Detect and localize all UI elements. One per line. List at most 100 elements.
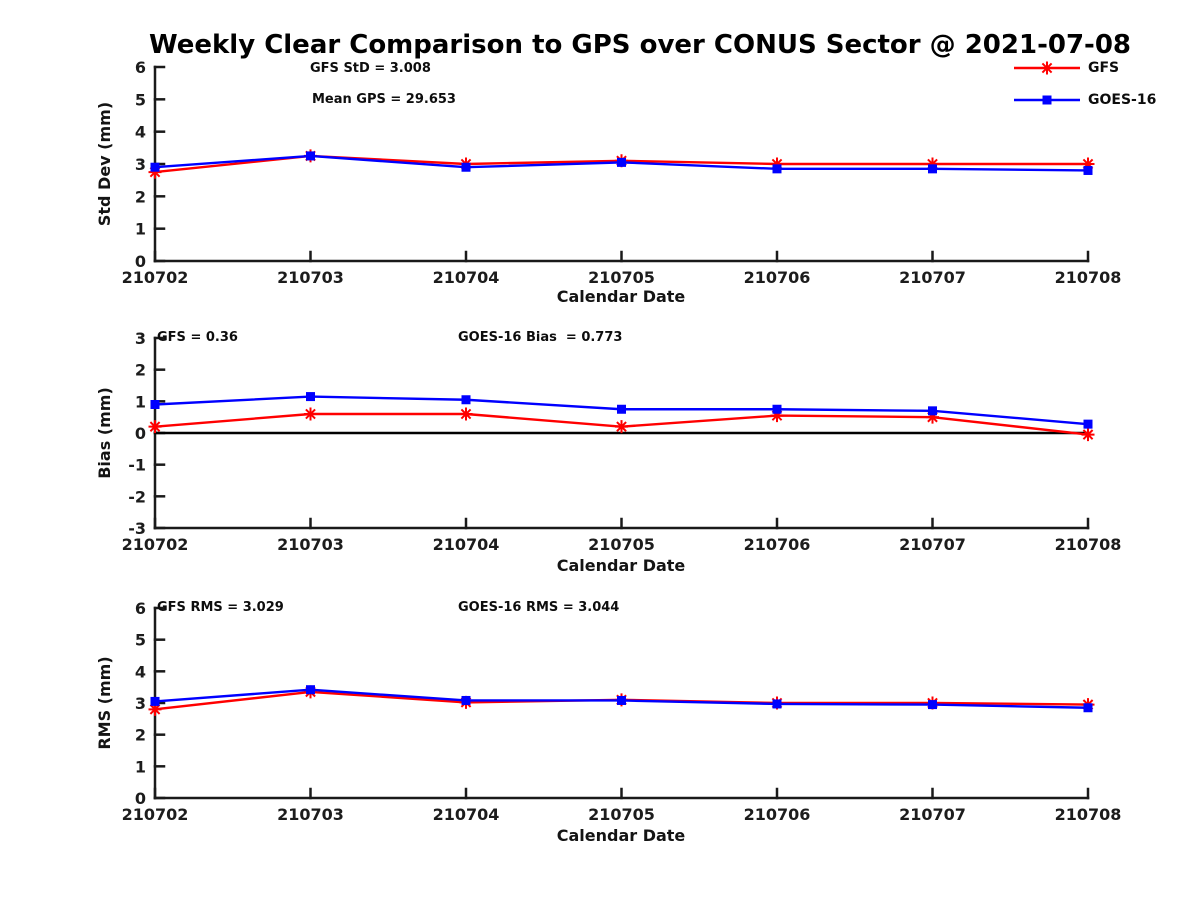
tick-label: 210702 (122, 805, 189, 824)
square-marker-icon (928, 164, 937, 174)
tick-label: 210705 (588, 535, 655, 554)
tick-label: -3 (128, 519, 146, 538)
tick-label: 210706 (744, 268, 811, 287)
y-axis-label-stddev: Std Dev (mm) (95, 101, 114, 227)
tick-label: 210702 (122, 535, 189, 554)
tick-label: 4 (135, 123, 146, 142)
asterisk-marker-icon (148, 165, 162, 179)
legend-entry-goes16: GOES-16 (1012, 90, 1156, 110)
tick-label: 210707 (899, 268, 966, 287)
tick-label: 5 (135, 90, 146, 109)
legend: GFS GOES-16 (1012, 58, 1156, 122)
y-axis-label-bias: Bias (mm) (95, 387, 114, 479)
tick-label: 210705 (588, 805, 655, 824)
asterisk-marker-icon (1081, 157, 1095, 171)
square-marker-icon (772, 164, 782, 174)
annotation-goes16-rms: GOES-16 RMS = 3.044 (458, 600, 620, 615)
subplot-3: 0 1 2 3 4 5 6 210702 210703 210704 210705 210706 210… (122, 599, 1122, 824)
tick-label: 2 (135, 187, 146, 206)
square-marker-icon (617, 695, 626, 705)
tick-label: 210703 (277, 535, 344, 554)
x-axis-label-top: Calendar Date (556, 287, 686, 306)
tick-label: 3 (135, 329, 146, 348)
tick-label: 210707 (899, 805, 966, 824)
tick-label: 210702 (122, 268, 189, 287)
tick-label: 1 (135, 392, 146, 411)
goes16-series (150, 392, 1093, 429)
square-marker-icon (1083, 419, 1093, 429)
square-marker-icon (1083, 703, 1093, 713)
annotation-goes16-bias: GOES-16 Bias = 0.773 (458, 330, 623, 345)
x-axis-label-bottom: Calendar Date (556, 826, 686, 845)
square-marker-icon (150, 696, 160, 706)
tick-label: 2 (135, 726, 146, 745)
goes16-series (150, 685, 1093, 713)
square-marker-icon (1083, 165, 1093, 175)
square-marker-icon (617, 404, 626, 414)
asterisk-marker-icon (148, 420, 162, 434)
tick-label: 210708 (1055, 268, 1122, 287)
square-marker-icon (928, 406, 937, 416)
square-marker-icon (461, 695, 471, 705)
square-marker-icon (772, 404, 782, 414)
legend-entry-gfs: GFS (1012, 58, 1156, 78)
asterisk-marker-icon (770, 409, 784, 423)
tick-label: 6 (135, 599, 146, 618)
tick-label: 1 (135, 757, 146, 776)
tick-label: -2 (128, 487, 146, 506)
square-marker-icon (306, 151, 315, 161)
tick-label: 210707 (899, 535, 966, 554)
goes16-line-square-icon (1014, 95, 1080, 105)
tick-label: 210708 (1055, 805, 1122, 824)
tick-label: 3 (135, 694, 146, 713)
tick-label: 210706 (744, 805, 811, 824)
square-marker-icon (306, 685, 315, 695)
subplot-1: 0 1 2 3 4 5 6 210702 210703 210704 210705 210706 210… (122, 58, 1122, 287)
asterisk-marker-icon (304, 407, 317, 421)
asterisk-marker-icon (770, 157, 784, 171)
tick-label: 210708 (1055, 535, 1122, 554)
tick-label: 0 (135, 252, 146, 271)
asterisk-marker-icon (148, 702, 162, 716)
tick-label: 5 (135, 631, 146, 650)
square-marker-icon (461, 395, 471, 405)
tick-label: 6 (135, 58, 146, 77)
tick-label: 1 (135, 220, 146, 239)
square-marker-icon (617, 157, 626, 167)
tick-label: 0 (135, 789, 146, 808)
tick-label: -1 (128, 456, 146, 475)
goes16-series (150, 151, 1093, 175)
asterisk-marker-icon (1081, 428, 1095, 442)
tick-label: 210703 (277, 805, 344, 824)
tick-label: 210704 (433, 805, 500, 824)
square-marker-icon (772, 699, 782, 709)
asterisk-marker-icon (926, 157, 939, 171)
tick-label: 210703 (277, 268, 344, 287)
square-marker-icon (461, 162, 471, 172)
tick-label: 4 (135, 662, 146, 681)
gfs-series (148, 407, 1095, 442)
tick-label: 2 (135, 361, 146, 380)
legend-label-gfs: GFS (1088, 60, 1120, 76)
asterisk-marker-icon (926, 410, 939, 424)
annotation-gfs-std: GFS StD = 3.008 (310, 61, 431, 76)
tick-label: 3 (135, 155, 146, 174)
gfs-line-asterisk-icon (1014, 61, 1080, 75)
annotation-gfs-bias: GFS = 0.36 (157, 330, 238, 345)
square-marker-icon (150, 162, 160, 172)
tick-label: 210704 (433, 268, 500, 287)
x-axis-label-middle: Calendar Date (556, 556, 686, 575)
tick-label: 210704 (433, 535, 500, 554)
square-marker-icon (150, 400, 160, 409)
figure-title: Weekly Clear Comparison to GPS over CONU… (148, 30, 1132, 60)
asterisk-marker-icon (459, 407, 473, 421)
tick-label: 0 (135, 424, 146, 443)
tick-label: 210705 (588, 268, 655, 287)
tick-label: 210706 (744, 535, 811, 554)
annotation-mean-gps: Mean GPS = 29.653 (312, 92, 456, 107)
legend-label-goes16: GOES-16 (1088, 92, 1157, 108)
subplot-2: -3 -2 -1 0 1 2 3 210702 210703 210704 210705 210706… (122, 329, 1122, 554)
asterisk-marker-icon (615, 420, 628, 434)
annotation-gfs-rms: GFS RMS = 3.029 (157, 600, 284, 615)
